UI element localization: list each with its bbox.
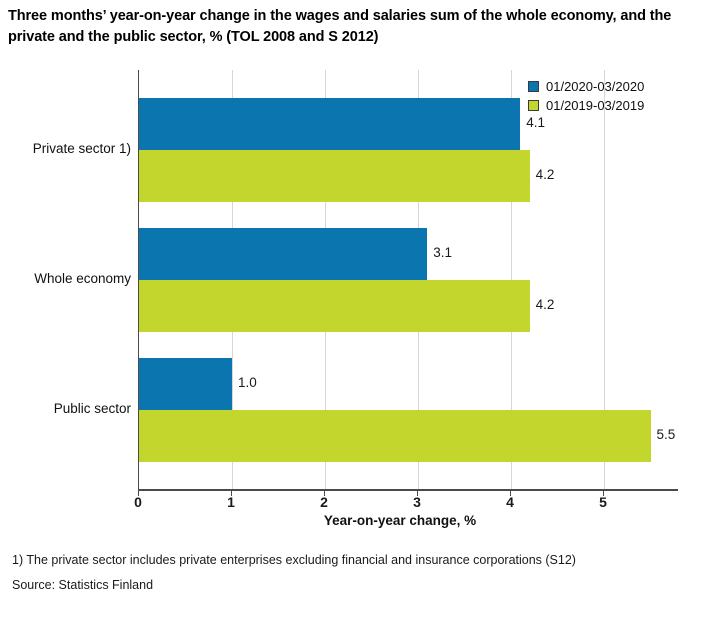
legend-item[interactable]: 01/2020-03/2020 bbox=[528, 78, 644, 95]
x-axis-tick bbox=[603, 490, 604, 496]
x-axis-tick-label: 5 bbox=[599, 494, 607, 510]
bar-series-2020 bbox=[139, 228, 428, 280]
bar-value-label: 4.2 bbox=[535, 297, 555, 312]
y-axis-label: Private sector 1) bbox=[32, 141, 131, 156]
legend-label: 01/2020-03/2020 bbox=[546, 79, 645, 94]
bar-value-label: 3.1 bbox=[433, 245, 453, 260]
x-axis-tick-label: 3 bbox=[413, 494, 421, 510]
chart-legend: 01/2020-03/2020 01/2019-03/2019 bbox=[528, 78, 644, 116]
bar-series-2020 bbox=[139, 98, 521, 150]
footnotes-block: 1) The private sector includes private e… bbox=[12, 551, 692, 592]
plot-area bbox=[138, 70, 662, 490]
bar-series-2019 bbox=[139, 410, 651, 462]
bar-value-label: 4.1 bbox=[526, 115, 546, 130]
legend-color-swatch bbox=[528, 100, 539, 111]
legend-color-swatch bbox=[528, 81, 539, 92]
x-axis-tick-label: 4 bbox=[506, 494, 514, 510]
x-axis-tick bbox=[231, 490, 232, 496]
x-axis-tick bbox=[417, 490, 418, 496]
gridline bbox=[604, 70, 605, 490]
x-axis-tick-label: 0 bbox=[134, 494, 142, 510]
legend-label: 01/2019-03/2019 bbox=[546, 98, 645, 113]
source-label: Source: Statistics Finland bbox=[12, 578, 154, 593]
x-axis-line bbox=[138, 489, 678, 491]
bar-series-2020 bbox=[139, 358, 232, 410]
x-axis-tick-label: 1 bbox=[227, 494, 235, 510]
x-axis-tick bbox=[324, 490, 325, 496]
bar-value-label: 4.2 bbox=[535, 167, 555, 182]
bar-series-2019 bbox=[139, 150, 530, 202]
legend-item[interactable]: 01/2019-03/2019 bbox=[528, 97, 644, 114]
x-axis-tick-label: 2 bbox=[320, 494, 328, 510]
y-axis-category-labels: Private sector 1) Whole economy Public sec… bbox=[0, 0, 131, 619]
bar-value-label: 1.0 bbox=[238, 375, 257, 390]
x-axis-tick bbox=[138, 490, 139, 496]
x-axis-tick bbox=[510, 490, 511, 496]
y-axis-label: Public sector bbox=[53, 401, 131, 416]
chart-title: Three months’ year-on-year change in the… bbox=[8, 8, 672, 46]
bar-series-2019 bbox=[139, 280, 530, 332]
x-axis-title: Year-on-year change, % bbox=[323, 513, 477, 528]
bar-value-label: 5.5 bbox=[656, 427, 676, 442]
footnote-private-sector: 1) The private sector includes private e… bbox=[12, 553, 576, 567]
y-axis-label: Whole economy bbox=[34, 271, 131, 286]
